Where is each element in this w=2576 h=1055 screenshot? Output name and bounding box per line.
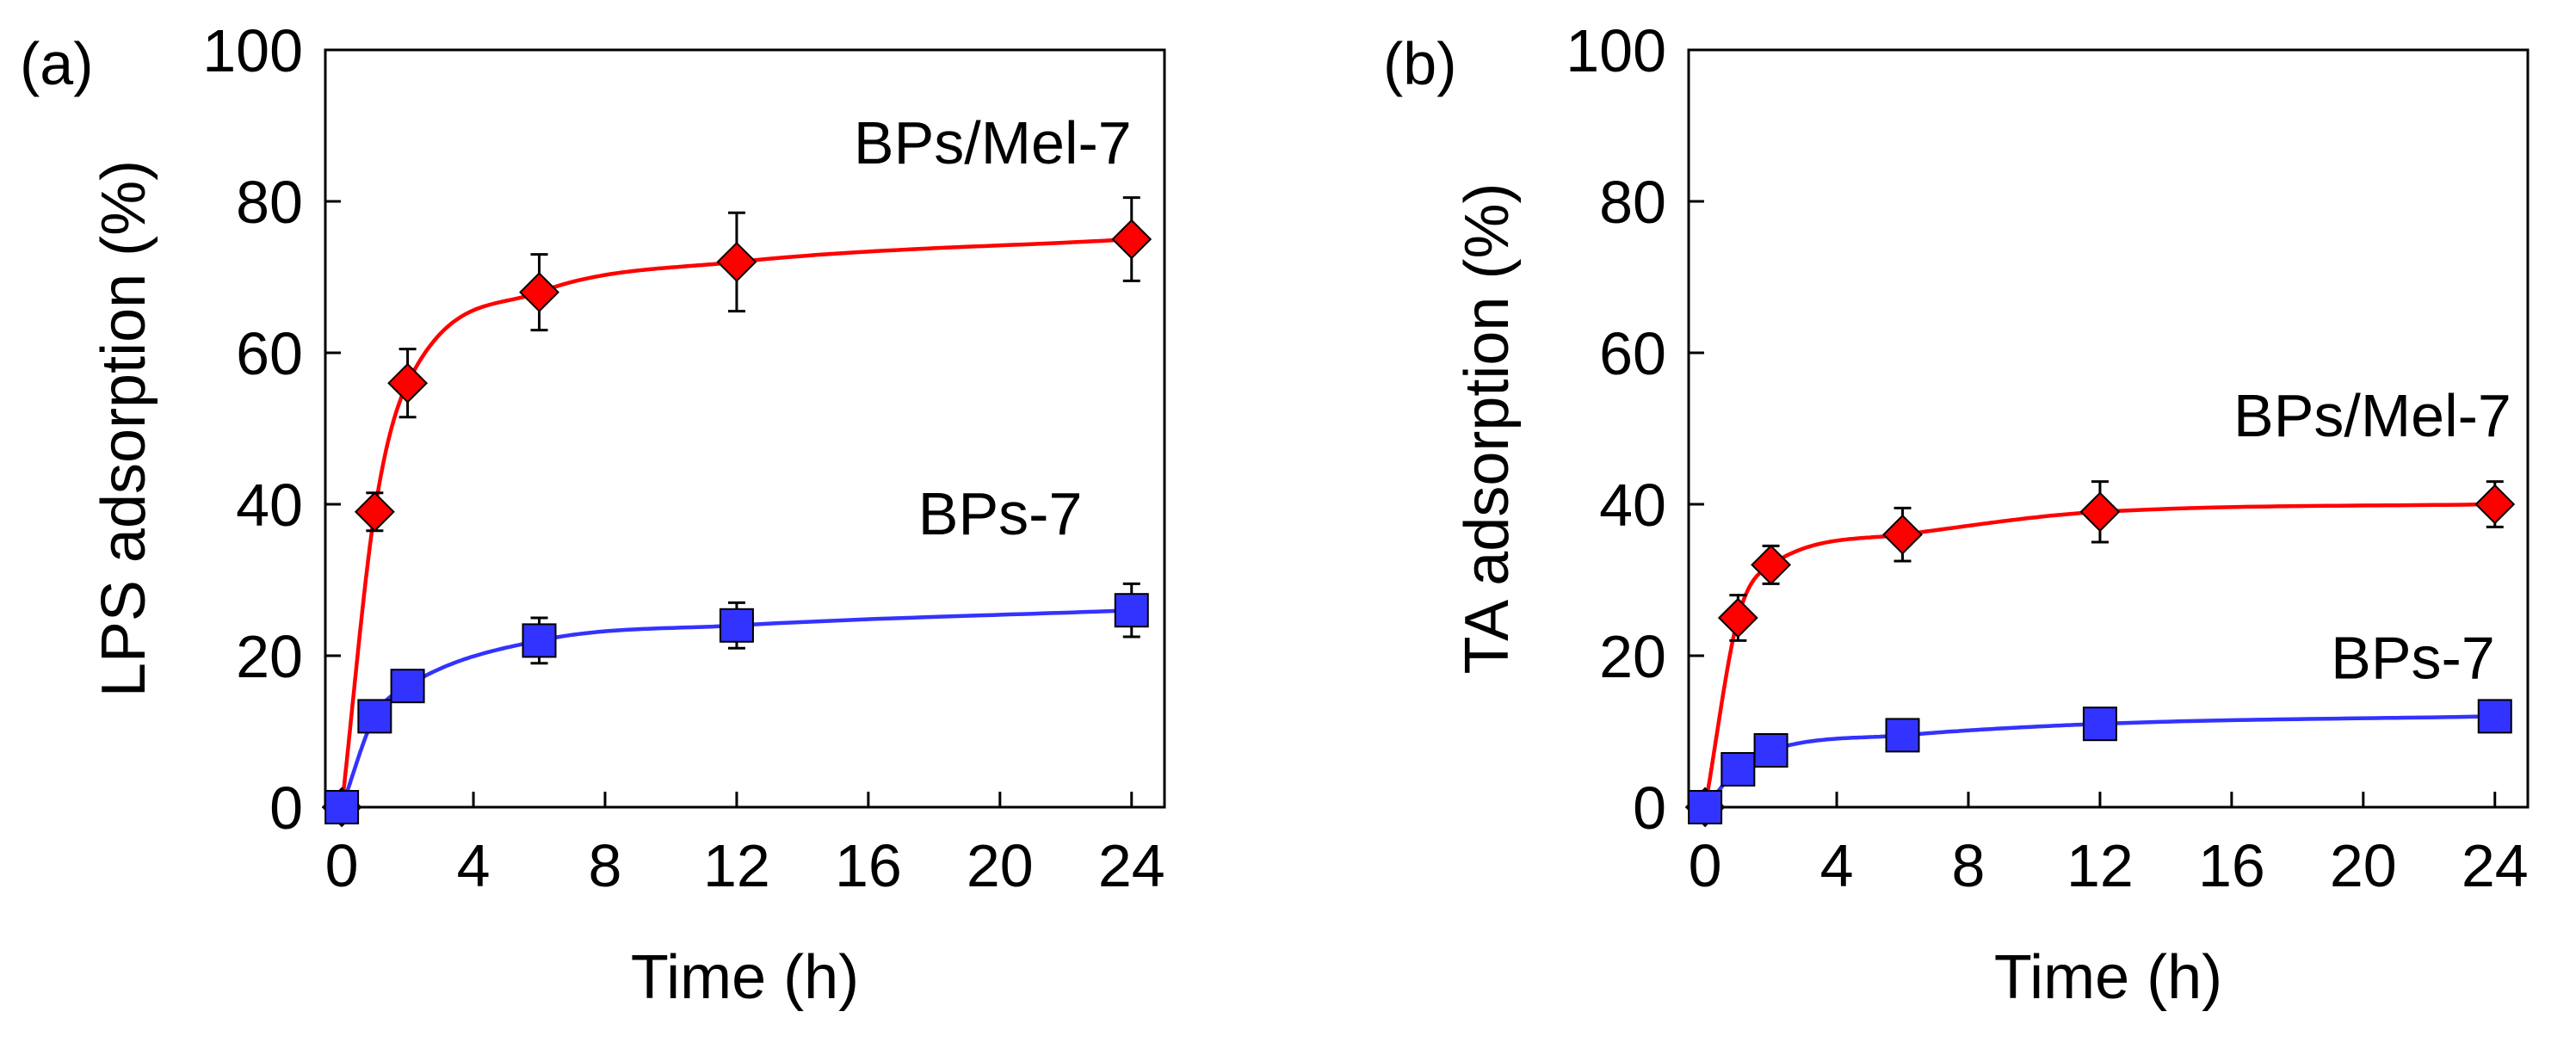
data-point-bps-7 (324, 790, 360, 824)
panel-label: (a) (20, 30, 94, 97)
data-point-bps-7 (2082, 706, 2117, 742)
data-point-bps-mel-7 (716, 241, 757, 282)
x-tick-label: 0 (325, 832, 359, 899)
y-tick-label: 80 (236, 169, 303, 236)
x-tick-label: 20 (2330, 832, 2397, 899)
series-label-bps-7: BPs-7 (2331, 624, 2495, 691)
x-axis-title: Time (h) (631, 943, 859, 1012)
y-tick-label: 40 (236, 472, 303, 539)
series-label-bps-mel-7: BPs/Mel-7 (854, 109, 1132, 176)
y-tick-label: 60 (236, 320, 303, 387)
data-point-bps-mel-7 (1751, 544, 1792, 585)
data-point-bps-7 (1720, 752, 1756, 787)
data-point-bps-mel-7 (1717, 597, 1758, 639)
x-tick-label: 4 (1820, 832, 1854, 899)
data-point-bps-mel-7 (1111, 219, 1152, 260)
data-point-bps-mel-7 (1882, 514, 1923, 555)
data-point-bps-7 (390, 669, 425, 704)
y-axis-title: LPS adsorption (%) (90, 160, 158, 697)
data-point-bps-7 (1114, 593, 1149, 628)
x-tick-label: 24 (2462, 832, 2529, 899)
y-tick-label: 40 (1599, 472, 1666, 539)
y-tick-label: 100 (1566, 17, 1666, 84)
x-tick-label: 8 (589, 832, 622, 899)
x-tick-label: 16 (835, 832, 902, 899)
y-tick-label: 100 (202, 17, 303, 84)
series-line-bps-mel-7 (339, 237, 1132, 808)
data-point-bps-7 (1753, 733, 1788, 768)
plot-frame (1687, 48, 2530, 809)
panel-label: (b) (1383, 30, 1457, 97)
data-point-bps-7 (522, 623, 557, 658)
data-point-bps-7 (357, 699, 392, 734)
x-tick-label: 4 (457, 832, 491, 899)
x-tick-label: 12 (2066, 832, 2134, 899)
chart-panel-b: 0 20 40 60 80 100 0 4 8 12 16 20 24 Time (h) TA adsorp… (1383, 17, 2530, 1012)
x-tick-label: 8 (1952, 832, 1986, 899)
y-tick-label: 0 (1633, 774, 1666, 842)
y-axis-title: TA adsorption (%) (1453, 183, 1522, 675)
data-point-bps-7 (2477, 699, 2512, 734)
x-tick-label: 0 (1689, 832, 1722, 899)
x-axis-title: Time (h) (1994, 943, 2222, 1012)
y-tick-label: 20 (236, 623, 303, 690)
data-point-bps-mel-7 (519, 272, 559, 313)
chart-panel-a: 0 20 40 60 80 100 0 4 8 12 16 20 24 Time (h) LPS adsor… (20, 17, 1166, 1012)
data-point-bps-7 (1885, 718, 1920, 753)
series-label-bps-mel-7: BPs/Mel-7 (2233, 382, 2511, 449)
x-tick-label: 12 (703, 832, 770, 899)
series-label-bps-7: BPs-7 (918, 480, 1083, 547)
x-tick-label: 24 (1098, 832, 1165, 899)
y-tick-label: 60 (1599, 320, 1666, 387)
data-point-bps-mel-7 (2474, 484, 2516, 525)
y-tick-label: 0 (269, 774, 303, 842)
plot-frame (324, 48, 1166, 809)
data-point-bps-mel-7 (2079, 491, 2121, 533)
data-point-bps-mel-7 (354, 491, 395, 533)
y-tick-label: 20 (1599, 623, 1666, 690)
y-tick-label: 80 (1599, 169, 1666, 236)
x-tick-label: 16 (2198, 832, 2265, 899)
x-tick-label: 20 (967, 832, 1034, 899)
data-point-bps-7 (719, 608, 754, 643)
data-point-bps-7 (1688, 790, 1723, 824)
data-point-bps-mel-7 (387, 362, 429, 404)
